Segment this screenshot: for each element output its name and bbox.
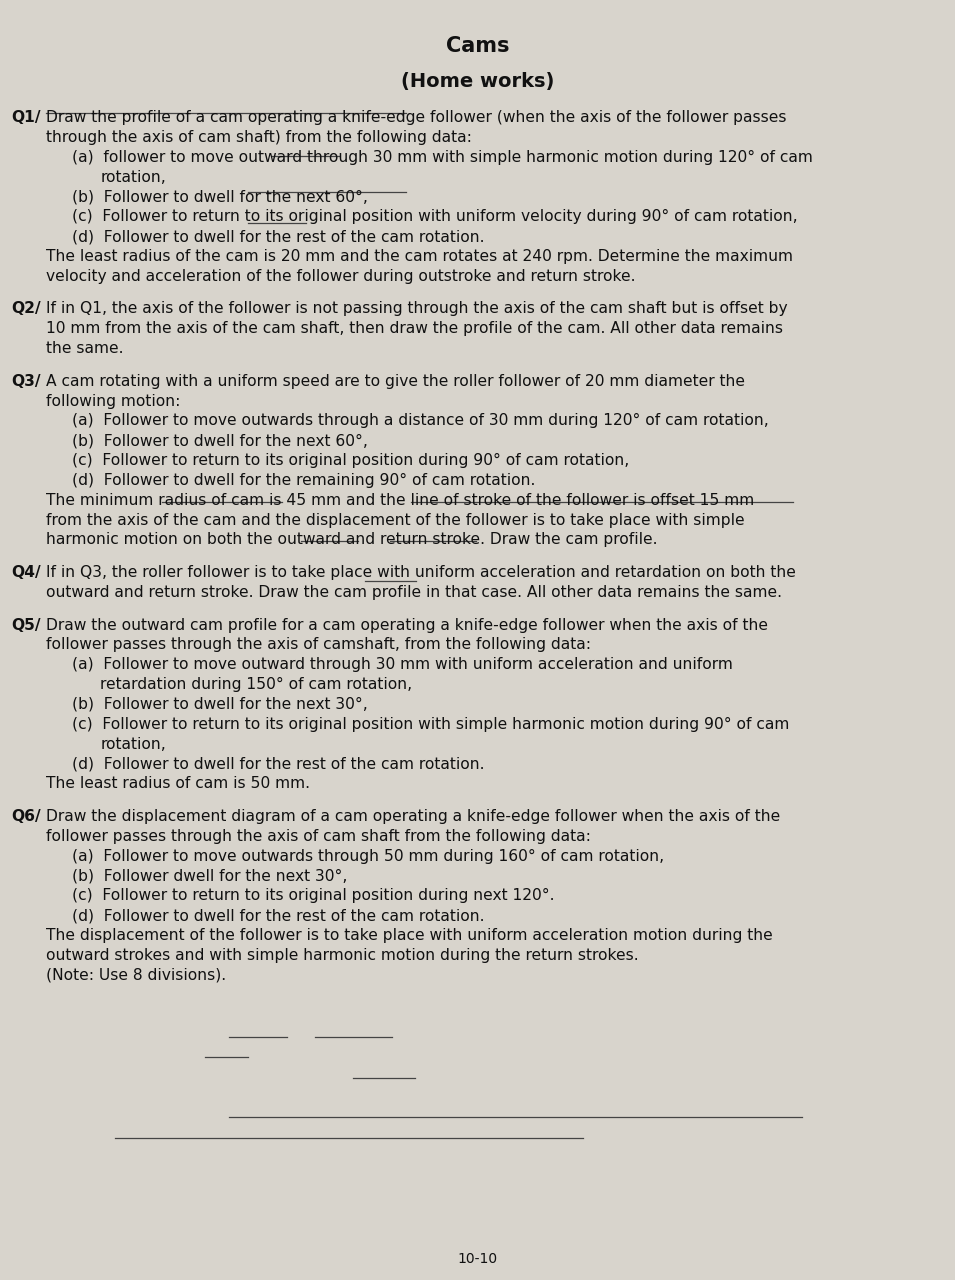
Text: Draw the profile of a cam operating a knife-edge follower (when the axis of the : Draw the profile of a cam operating a kn…	[46, 110, 786, 125]
Text: (c)  Follower to return to its original position during next 120°.: (c) Follower to return to its original p…	[72, 888, 554, 904]
Text: Q6/: Q6/	[11, 809, 41, 824]
Text: (a)  Follower to move outwards through 50 mm during 160° of cam rotation,: (a) Follower to move outwards through 50…	[72, 849, 664, 864]
Text: Q2/: Q2/	[11, 301, 41, 316]
Text: (b)  Follower to dwell for the next 60°,: (b) Follower to dwell for the next 60°,	[72, 189, 368, 205]
Text: follower passes through the axis of camshaft, from the following data:: follower passes through the axis of cams…	[46, 637, 591, 653]
Text: Cams: Cams	[446, 36, 509, 56]
Text: (d)  Follower to dwell for the rest of the cam rotation.: (d) Follower to dwell for the rest of th…	[72, 908, 484, 923]
Text: (a)  follower to move outward through 30 mm with simple harmonic motion during 1: (a) follower to move outward through 30 …	[72, 150, 813, 165]
Text: outward and return stroke. Draw the cam profile in that case. All other data rem: outward and return stroke. Draw the cam …	[46, 585, 782, 600]
Text: (a)  Follower to move outwards through a distance of 30 mm during 120° of cam ro: (a) Follower to move outwards through a …	[72, 413, 769, 429]
Text: (b)  Follower dwell for the next 30°,: (b) Follower dwell for the next 30°,	[72, 868, 347, 883]
Text: the same.: the same.	[46, 340, 123, 356]
Text: Q4/: Q4/	[11, 564, 41, 580]
Text: (c)  Follower to return to its original position with simple harmonic motion dur: (c) Follower to return to its original p…	[72, 717, 789, 732]
Text: (d)  Follower to dwell for the rest of the cam rotation.: (d) Follower to dwell for the rest of th…	[72, 229, 484, 244]
Text: rotation,: rotation,	[100, 736, 166, 751]
Text: (b)  Follower to dwell for the next 60°,: (b) Follower to dwell for the next 60°,	[72, 433, 368, 448]
Text: velocity and acceleration of the follower during outstroke and return stroke.: velocity and acceleration of the followe…	[46, 269, 635, 284]
Text: from the axis of the cam and the displacement of the follower is to take place w: from the axis of the cam and the displac…	[46, 512, 745, 527]
Text: 10 mm from the axis of the cam shaft, then draw the profile of the cam. All othe: 10 mm from the axis of the cam shaft, th…	[46, 321, 783, 337]
Text: harmonic motion on both the outward and return stroke. Draw the cam profile.: harmonic motion on both the outward and …	[46, 532, 657, 548]
Text: The least radius of the cam is 20 mm and the cam rotates at 240 rpm. Determine t: The least radius of the cam is 20 mm and…	[46, 248, 793, 264]
Text: follower passes through the axis of cam shaft from the following data:: follower passes through the axis of cam …	[46, 828, 591, 844]
Text: following motion:: following motion:	[46, 393, 180, 408]
Text: If in Q3, the roller follower is to take place with uniform acceleration and ret: If in Q3, the roller follower is to take…	[46, 564, 796, 580]
Text: (Home works): (Home works)	[401, 72, 554, 91]
Text: (c)  Follower to return to its original position during 90° of cam rotation,: (c) Follower to return to its original p…	[72, 453, 629, 468]
Text: retardation during 150° of cam rotation,: retardation during 150° of cam rotation,	[100, 677, 413, 692]
Text: The minimum radius of cam is 45 mm and the line of stroke of the follower is off: The minimum radius of cam is 45 mm and t…	[46, 493, 754, 508]
Text: If in Q1, the axis of the follower is not passing through the axis of the cam sh: If in Q1, the axis of the follower is no…	[46, 301, 788, 316]
Text: (a)  Follower to move outward through 30 mm with uniform acceleration and unifor: (a) Follower to move outward through 30 …	[72, 657, 732, 672]
Text: (d)  Follower to dwell for the remaining 90° of cam rotation.: (d) Follower to dwell for the remaining …	[72, 472, 535, 488]
Text: 10-10: 10-10	[457, 1252, 498, 1266]
Text: Q5/: Q5/	[11, 617, 41, 632]
Text: (Note: Use 8 divisions).: (Note: Use 8 divisions).	[46, 968, 226, 983]
Text: (b)  Follower to dwell for the next 30°,: (b) Follower to dwell for the next 30°,	[72, 696, 368, 712]
Text: (c)  Follower to return to its original position with uniform velocity during 90: (c) Follower to return to its original p…	[72, 209, 797, 224]
Text: The displacement of the follower is to take place with uniform acceleration moti: The displacement of the follower is to t…	[46, 928, 773, 943]
Text: outward strokes and with simple harmonic motion during the return strokes.: outward strokes and with simple harmonic…	[46, 947, 639, 963]
Text: rotation,: rotation,	[100, 169, 166, 184]
Text: (d)  Follower to dwell for the rest of the cam rotation.: (d) Follower to dwell for the rest of th…	[72, 756, 484, 772]
Text: Q1/: Q1/	[11, 110, 41, 125]
Text: Draw the outward cam profile for a cam operating a knife-edge follower when the : Draw the outward cam profile for a cam o…	[46, 617, 768, 632]
Text: A cam rotating with a uniform speed are to give the roller follower of 20 mm dia: A cam rotating with a uniform speed are …	[46, 374, 745, 389]
Text: The least radius of cam is 50 mm.: The least radius of cam is 50 mm.	[46, 776, 309, 791]
Text: Draw the displacement diagram of a cam operating a knife-edge follower when the : Draw the displacement diagram of a cam o…	[46, 809, 780, 824]
Text: Q3/: Q3/	[11, 374, 41, 389]
Text: through the axis of cam shaft) from the following data:: through the axis of cam shaft) from the …	[46, 131, 472, 145]
